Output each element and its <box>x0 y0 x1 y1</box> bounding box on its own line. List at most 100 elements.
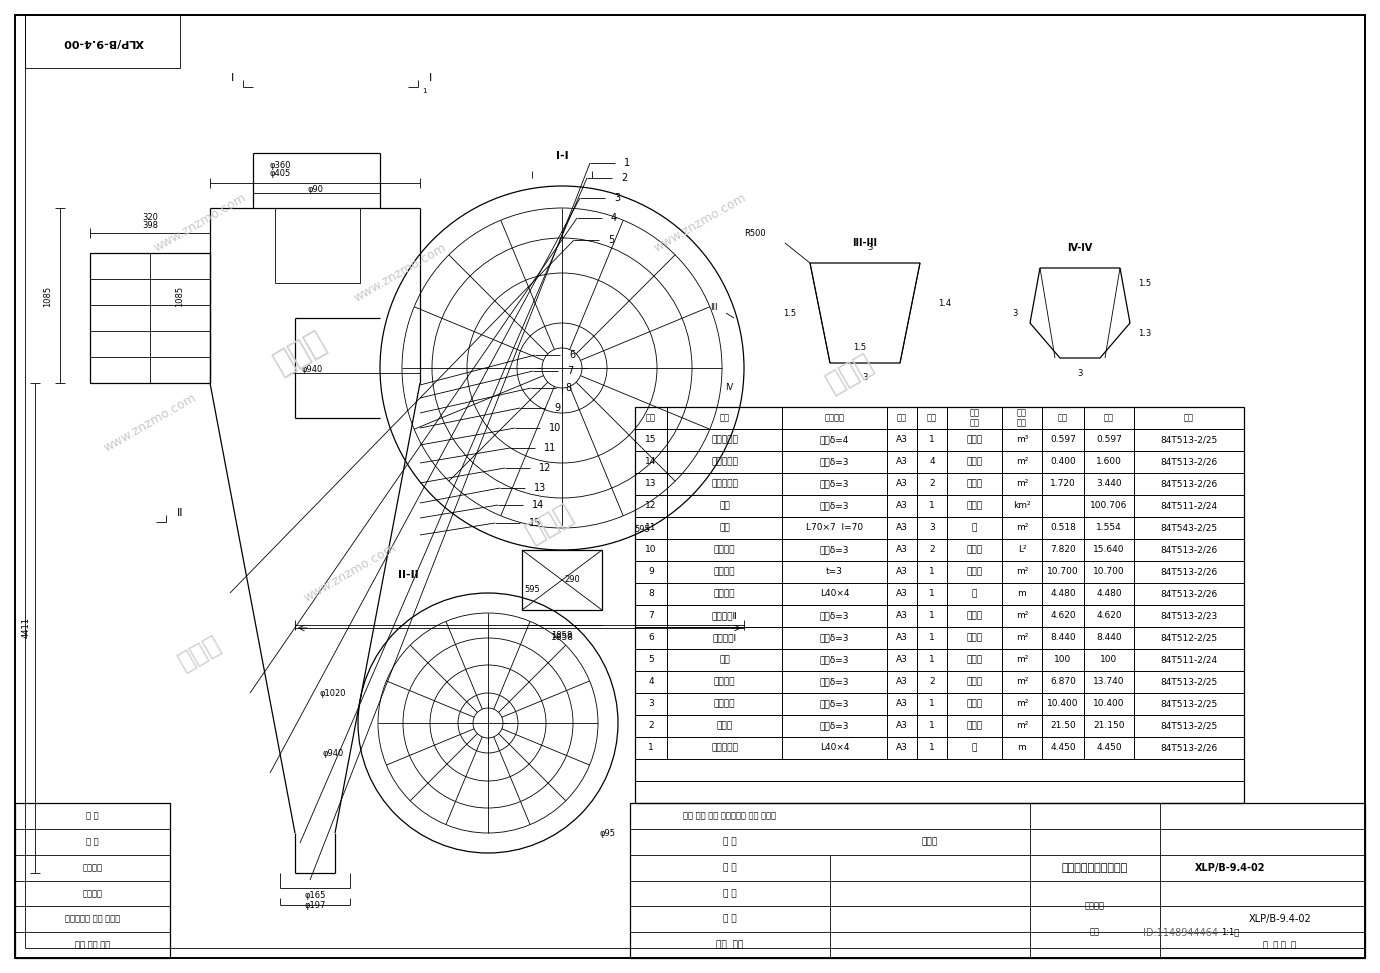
Bar <box>635 539 667 561</box>
Bar <box>1085 539 1134 561</box>
Text: 平方束: 平方束 <box>966 677 983 687</box>
Bar <box>1134 605 1243 627</box>
Bar <box>947 605 1002 627</box>
Text: 15: 15 <box>646 436 657 445</box>
Bar <box>1042 451 1085 473</box>
Text: 1: 1 <box>422 88 426 94</box>
Bar <box>947 737 1002 759</box>
Text: 钢板δ=3: 钢板δ=3 <box>820 722 849 731</box>
Bar <box>667 583 782 605</box>
Text: 知末网: 知末网 <box>174 631 225 674</box>
Bar <box>1042 715 1085 737</box>
Bar <box>1042 539 1085 561</box>
Bar <box>887 583 916 605</box>
Text: km²: km² <box>1013 501 1031 511</box>
Text: 备注: 备注 <box>1184 414 1194 422</box>
Bar <box>635 715 667 737</box>
Text: 进口法兰: 进口法兰 <box>713 590 736 598</box>
Bar <box>667 605 782 627</box>
Bar <box>1042 605 1085 627</box>
Text: 管箱盖板: 管箱盖板 <box>713 546 736 555</box>
Bar <box>90 253 210 383</box>
Text: 标准化: 标准化 <box>922 837 938 847</box>
Bar <box>887 473 916 495</box>
Bar <box>635 583 667 605</box>
Text: 共  张 第  张: 共 张 第 张 <box>1264 941 1297 950</box>
Bar <box>1134 473 1243 495</box>
Text: 标记 处数 分区: 标记 处数 分区 <box>75 941 110 950</box>
Text: φ165: φ165 <box>305 890 326 899</box>
Text: 10.700: 10.700 <box>1093 567 1125 576</box>
Text: 1: 1 <box>649 743 654 752</box>
Bar <box>635 759 1243 781</box>
Bar <box>916 451 947 473</box>
Text: 12: 12 <box>540 463 552 473</box>
Bar <box>947 627 1002 649</box>
Text: 9: 9 <box>649 567 654 576</box>
Text: 2: 2 <box>649 722 654 731</box>
Bar <box>947 429 1002 451</box>
Text: II: II <box>177 508 184 518</box>
Text: IV: IV <box>724 383 733 392</box>
Bar <box>782 473 887 495</box>
Bar <box>916 627 947 649</box>
Text: 钢板δ=4: 钢板δ=4 <box>820 436 849 445</box>
Bar <box>667 495 782 517</box>
Text: 束: 束 <box>972 590 977 598</box>
Bar <box>887 495 916 517</box>
Text: 平方束: 平方束 <box>966 567 983 576</box>
Bar <box>1134 429 1243 451</box>
Text: 84T513-2/25: 84T513-2/25 <box>1161 722 1217 731</box>
Text: 12: 12 <box>646 501 657 511</box>
Text: 比例: 比例 <box>1090 927 1100 937</box>
Bar <box>1085 429 1134 451</box>
Bar <box>1002 539 1042 561</box>
Bar <box>916 473 947 495</box>
Text: 知末网: 知末网 <box>269 327 331 379</box>
Text: 3: 3 <box>649 700 654 708</box>
Bar <box>1085 737 1134 759</box>
Text: 11: 11 <box>646 523 657 532</box>
Text: 7.820: 7.820 <box>1050 546 1076 555</box>
Bar <box>947 583 1002 605</box>
Text: III: III <box>711 304 718 312</box>
Text: A3: A3 <box>896 743 908 752</box>
Text: m²: m² <box>1016 567 1028 576</box>
Text: I-I: I-I <box>556 151 569 161</box>
Bar <box>1042 473 1085 495</box>
Text: 1085: 1085 <box>44 285 52 306</box>
Text: 件重: 件重 <box>1058 414 1068 422</box>
Text: 84T513-2/23: 84T513-2/23 <box>1161 611 1217 621</box>
Text: XLP/B-9.4-02: XLP/B-9.4-02 <box>1195 863 1265 873</box>
Bar <box>947 451 1002 473</box>
Text: 84T513-2/25: 84T513-2/25 <box>1161 436 1217 445</box>
Text: 4.620: 4.620 <box>1050 611 1076 621</box>
Text: 角钢: 角钢 <box>719 523 730 532</box>
Text: 钢板δ=3: 钢板δ=3 <box>820 611 849 621</box>
Bar <box>635 517 667 539</box>
Bar <box>947 473 1002 495</box>
Bar <box>947 649 1002 671</box>
Bar <box>1042 517 1085 539</box>
Bar <box>635 473 667 495</box>
Bar <box>667 649 782 671</box>
Text: 11: 11 <box>544 443 556 453</box>
Text: 13: 13 <box>646 480 657 488</box>
Text: 平方束: 平方束 <box>966 611 983 621</box>
Text: 84T512-2/25: 84T512-2/25 <box>1161 633 1217 642</box>
Text: 集灰管: 集灰管 <box>716 722 733 731</box>
Bar <box>947 561 1002 583</box>
Bar <box>916 671 947 693</box>
Text: 320: 320 <box>142 212 157 222</box>
Text: 84T513-2/26: 84T513-2/26 <box>1161 546 1217 555</box>
Text: 595: 595 <box>524 586 540 595</box>
Text: 7: 7 <box>649 611 654 621</box>
Text: 钢板δ=3: 钢板δ=3 <box>820 677 849 687</box>
Bar <box>667 429 782 451</box>
Text: 1: 1 <box>929 436 934 445</box>
Text: L70×7  l=70: L70×7 l=70 <box>806 523 862 532</box>
Bar <box>1002 495 1042 517</box>
Text: 平方束: 平方束 <box>966 480 983 488</box>
Bar <box>667 715 782 737</box>
Bar <box>916 429 947 451</box>
